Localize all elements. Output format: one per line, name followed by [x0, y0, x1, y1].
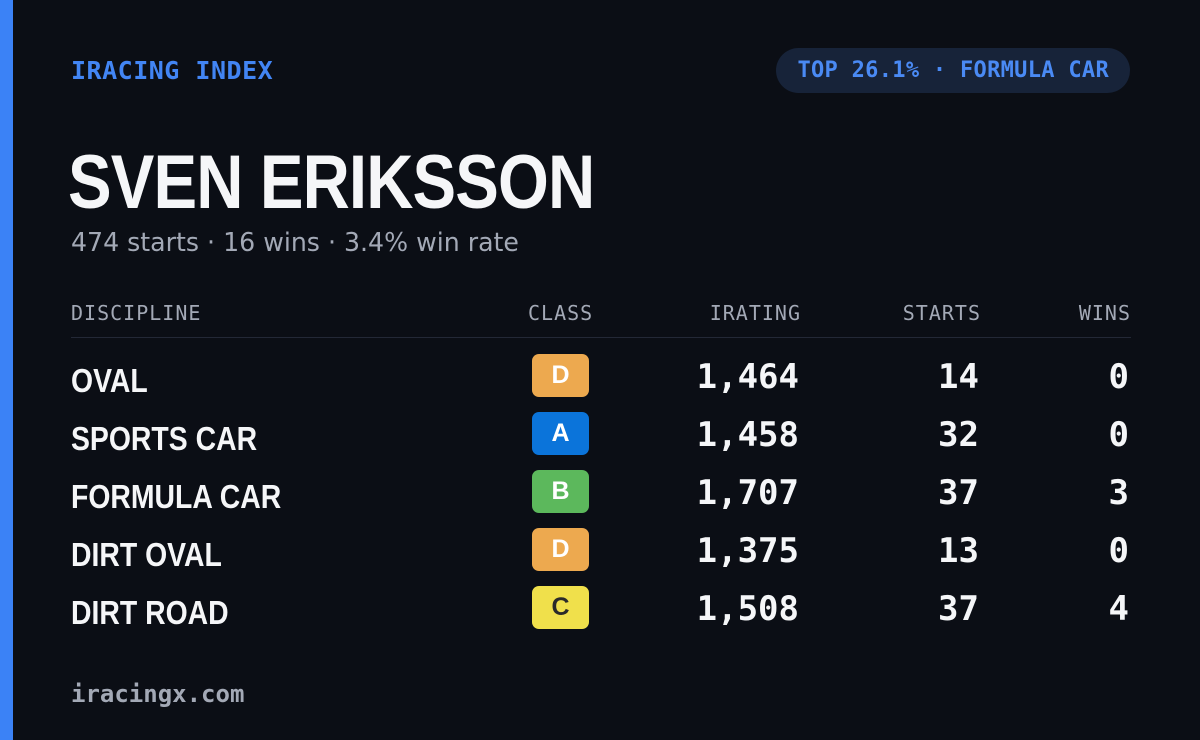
starts-value: 13: [938, 531, 979, 571]
driver-summary: 474 starts · 16 wins · 3.4% win rate: [71, 228, 519, 258]
irating-value: 1,458: [696, 415, 799, 455]
discipline-name: SPORTS CAR: [71, 420, 258, 457]
table-header: DISCIPLINE CLASS IRATING STARTS WINS: [71, 298, 1131, 338]
wins-value: 0: [1108, 357, 1129, 397]
wins-value: 3: [1108, 473, 1129, 513]
driver-name: SVEN ERIKSSON: [68, 140, 595, 225]
header-starts: STARTS: [902, 301, 981, 325]
percentile-badge: TOP 26.1% · FORMULA CAR: [776, 48, 1130, 93]
starts-value: 37: [938, 473, 979, 513]
table-body: OVAL D 1,464 14 0 SPORTS CAR A 1,458 32 …: [71, 338, 1131, 644]
class-badge: C: [532, 586, 589, 629]
class-badge: D: [532, 354, 589, 397]
site-link[interactable]: iracingx.com: [71, 680, 245, 708]
starts-value: 14: [938, 357, 979, 397]
header-wins: WINS: [1078, 301, 1131, 325]
wins-value: 0: [1108, 415, 1129, 455]
ratings-table: DISCIPLINE CLASS IRATING STARTS WINS OVA…: [71, 298, 1131, 644]
accent-bar: [0, 0, 13, 740]
header-discipline: DISCIPLINE: [71, 301, 202, 325]
header-irating: IRATING: [709, 301, 801, 325]
table-row: SPORTS CAR A 1,458 32 0: [71, 412, 1131, 470]
irating-value: 1,375: [696, 531, 799, 571]
class-badge: B: [532, 470, 589, 513]
brand-label: IRACING INDEX: [71, 56, 274, 85]
irating-value: 1,464: [696, 357, 799, 397]
table-row: DIRT OVAL D 1,375 13 0: [71, 528, 1131, 586]
discipline-name: FORMULA CAR: [71, 478, 282, 515]
table-row: DIRT ROAD C 1,508 37 4: [71, 586, 1131, 644]
table-row: FORMULA CAR B 1,707 37 3: [71, 470, 1131, 528]
class-badge: D: [532, 528, 589, 571]
discipline-name: OVAL: [71, 362, 148, 399]
header-class: CLASS: [528, 301, 594, 325]
irating-value: 1,707: [696, 473, 799, 513]
wins-value: 4: [1108, 589, 1129, 629]
irating-value: 1,508: [696, 589, 799, 629]
table-row: OVAL D 1,464 14 0: [71, 354, 1131, 412]
wins-value: 0: [1108, 531, 1129, 571]
class-badge: A: [532, 412, 589, 455]
starts-value: 32: [938, 415, 979, 455]
discipline-name: DIRT ROAD: [71, 594, 229, 631]
starts-value: 37: [938, 589, 979, 629]
discipline-name: DIRT OVAL: [71, 536, 222, 573]
